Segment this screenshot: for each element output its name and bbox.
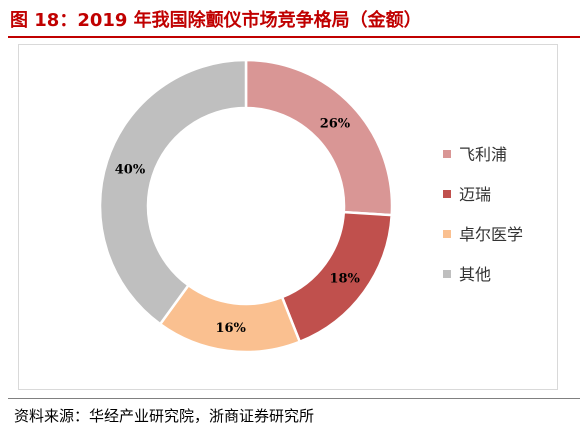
chart-title: 图 18：2019 年我国除颤仪市场竞争格局（金额） bbox=[10, 10, 422, 31]
legend-label: 其他 bbox=[459, 265, 491, 284]
donut-slices bbox=[98, 58, 394, 354]
legend-label: 迈瑞 bbox=[459, 185, 491, 204]
donut-slice bbox=[244, 58, 394, 217]
legend-swatch bbox=[443, 270, 451, 278]
slice-label: 40% bbox=[115, 162, 146, 177]
legend-label: 飞利浦 bbox=[459, 145, 507, 164]
slice-label: 18% bbox=[329, 272, 360, 287]
source-divider bbox=[8, 398, 580, 399]
chart-frame bbox=[18, 44, 558, 390]
legend-swatch bbox=[443, 150, 451, 158]
source-note: 资料来源：华经产业研究院，浙商证券研究所 bbox=[14, 407, 315, 425]
title-underline bbox=[8, 36, 580, 38]
donut-slice bbox=[98, 58, 248, 326]
slice-label: 16% bbox=[215, 321, 246, 336]
legend-label: 卓尔医学 bbox=[459, 225, 523, 244]
slice-labels: 26% 18% 16% 40% bbox=[115, 116, 361, 336]
slice-label: 26% bbox=[320, 116, 351, 131]
legend-swatch bbox=[443, 190, 451, 198]
legend-swatch bbox=[443, 230, 451, 238]
